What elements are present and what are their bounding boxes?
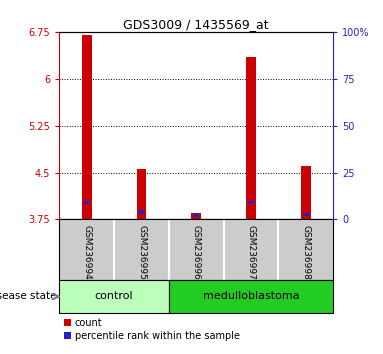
Bar [84,201,90,205]
Bar [301,166,311,219]
Bar [139,210,144,214]
Text: disease state: disease state [0,291,57,302]
Text: GSM236998: GSM236998 [301,225,310,280]
Text: GSM236995: GSM236995 [137,225,146,280]
Text: medulloblastoma: medulloblastoma [203,291,300,302]
Bar [137,170,146,219]
Bar [169,280,333,313]
Title: GDS3009 / 1435569_at: GDS3009 / 1435569_at [123,18,269,31]
Text: GSM236996: GSM236996 [192,225,201,280]
Legend: count, percentile rank within the sample: count, percentile rank within the sample [64,318,240,341]
Bar [193,213,199,217]
Text: GSM236994: GSM236994 [82,225,91,280]
Bar [303,213,309,216]
Bar [248,201,254,205]
Bar [59,280,169,313]
Bar [192,213,201,219]
Text: GSM236997: GSM236997 [247,225,255,280]
Text: control: control [95,291,133,302]
Bar [246,57,256,219]
Bar [82,35,92,219]
